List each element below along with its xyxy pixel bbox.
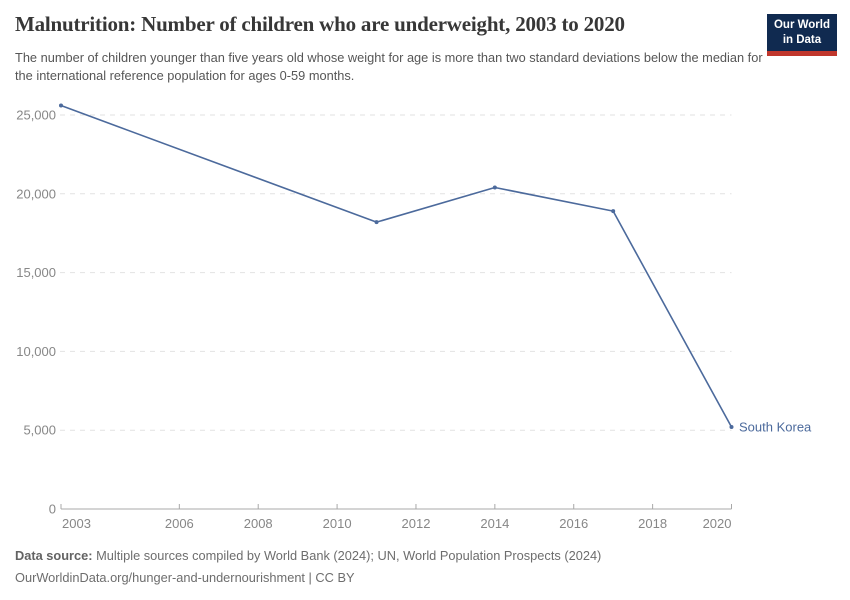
data-point[interactable] <box>374 220 379 225</box>
y-tick-label: 15,000 <box>16 265 56 280</box>
data-point[interactable] <box>492 185 497 190</box>
y-tick-label: 10,000 <box>16 344 56 359</box>
data-point[interactable] <box>729 425 734 430</box>
license-line[interactable]: OurWorldinData.org/hunger-and-undernouri… <box>15 569 355 585</box>
data-point[interactable] <box>611 209 616 214</box>
x-tick-label: 2006 <box>165 516 194 531</box>
y-tick-label: 25,000 <box>16 108 56 123</box>
data-source-label: Data source: <box>15 548 93 563</box>
x-tick-label: 2016 <box>559 516 588 531</box>
data-source-text: Multiple sources compiled by World Bank … <box>92 548 602 563</box>
x-tick-label: 2014 <box>480 516 509 531</box>
y-tick-label: 5,000 <box>23 423 56 438</box>
x-tick-label: 2010 <box>323 516 352 531</box>
logo-line-1: Our World <box>773 19 830 31</box>
data-line[interactable] <box>60 104 733 428</box>
chart-subtitle: The number of children younger than five… <box>15 50 763 84</box>
chart-footer: Data source: Multiple sources compiled b… <box>15 545 601 589</box>
x-tick-label: 2008 <box>244 516 273 531</box>
data-point[interactable] <box>59 103 63 108</box>
x-tick-label: 2018 <box>638 516 667 531</box>
entity-label[interactable]: South Korea <box>739 420 812 435</box>
x-tick-label: 2020 <box>703 516 732 531</box>
owid-logo[interactable]: Our World in Data <box>766 14 837 56</box>
x-tick-label: 2012 <box>402 516 431 531</box>
data-source-line: Data source: Multiple sources compiled b… <box>15 545 601 567</box>
x-tick-label: 2003 <box>62 516 91 531</box>
y-tick-label: 0 <box>49 502 56 517</box>
logo-line-2: in Data <box>782 33 822 46</box>
y-tick-label: 20,000 <box>16 186 56 201</box>
page-title: Malnutrition: Number of children who are… <box>15 12 625 36</box>
